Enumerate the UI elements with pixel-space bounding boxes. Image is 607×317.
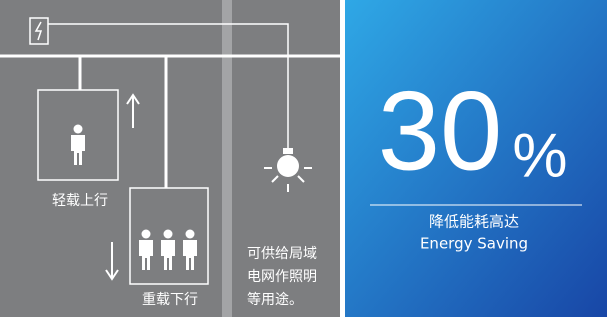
headline-number: 30 [378, 69, 503, 194]
caption-en: Energy Saving [420, 235, 528, 253]
shaft-divider [222, 0, 232, 317]
note-line: 电网作照明 [247, 269, 317, 285]
note-line: 等用途。 [247, 291, 303, 308]
up-label: 轻载上行 [52, 193, 108, 209]
down-label: 重载下行 [142, 292, 198, 308]
infographic: 轻载上行 重载下行 可供给局域 电网作照明 等用途。 30 % 降低能耗高达 E… [0, 0, 607, 317]
note-line: 可供给局域 [247, 246, 317, 262]
headline-unit: % [512, 121, 567, 190]
caption-cn: 降低能耗高达 [429, 213, 519, 231]
